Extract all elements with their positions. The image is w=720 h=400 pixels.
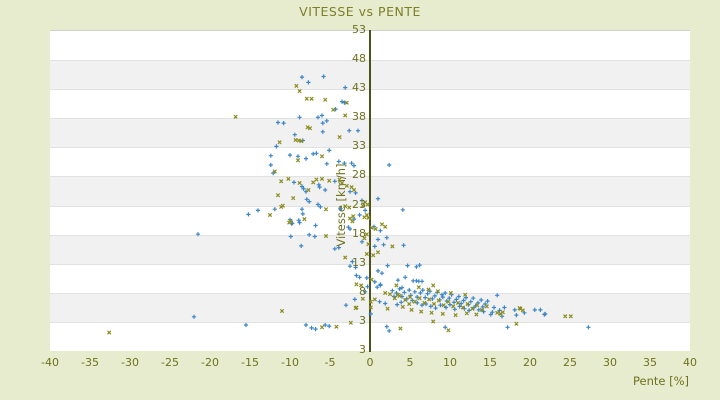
x-tick-label: 35 bbox=[643, 356, 657, 369]
x-tick-label: -5 bbox=[324, 356, 336, 369]
series-olive-x-markers bbox=[107, 83, 573, 335]
x-tick-label: 30 bbox=[603, 356, 617, 369]
y-tick-label: 3 bbox=[359, 343, 366, 356]
y-tick-label: 48 bbox=[352, 52, 366, 66]
x-tick-label: 20 bbox=[523, 356, 537, 369]
y-tick-label: 23 bbox=[352, 197, 366, 211]
data-points bbox=[107, 83, 573, 335]
y-tick-label: 8 bbox=[359, 284, 366, 298]
y-tick-label: 33 bbox=[352, 139, 366, 153]
y-tick-label: 53 bbox=[352, 23, 366, 36]
x-tick-label: -30 bbox=[121, 356, 139, 369]
y-tick-label: 38 bbox=[352, 110, 366, 124]
x-tick-label: -10 bbox=[281, 356, 299, 369]
x-tick-label: 25 bbox=[563, 356, 577, 369]
y-tick-label: 13 bbox=[352, 255, 366, 269]
x-tick-label: 40 bbox=[683, 356, 697, 369]
x-axis-title: Pente [%] bbox=[633, 374, 690, 388]
x-tick-label: -40 bbox=[41, 356, 59, 369]
x-tick-label: -15 bbox=[241, 356, 259, 369]
x-tick-label: -20 bbox=[201, 356, 219, 369]
y-tick-label: 3 bbox=[359, 313, 366, 327]
x-tick-label: 0 bbox=[366, 356, 374, 369]
x-tick-label: 5 bbox=[406, 356, 414, 369]
data-points bbox=[191, 74, 591, 333]
chart-title: VITESSE vs PENTE bbox=[299, 4, 421, 19]
x-tick-label: 15 bbox=[483, 356, 497, 369]
y-tick-label: 28 bbox=[352, 168, 366, 182]
zero-axis-line bbox=[369, 30, 371, 352]
x-tick-label: 10 bbox=[443, 356, 457, 369]
x-tick-label: -25 bbox=[161, 356, 179, 369]
series-blue-plus-markers bbox=[191, 74, 591, 333]
scatter-points-layer bbox=[107, 74, 591, 335]
y-tick-label: 18 bbox=[352, 226, 366, 240]
x-tick-label: -35 bbox=[81, 356, 99, 369]
y-tick-label: 43 bbox=[352, 81, 366, 95]
